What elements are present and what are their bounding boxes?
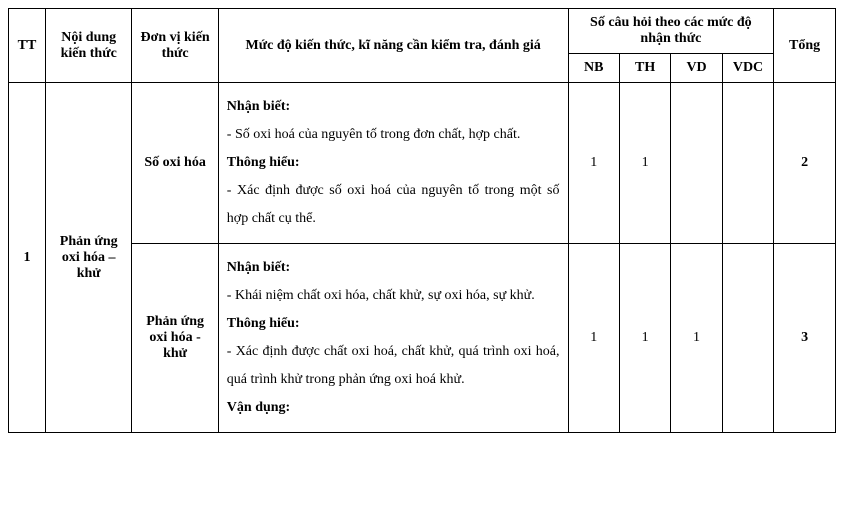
desc-label: Nhận biết: (227, 99, 290, 114)
cell-noidung: Phản ứng oxi hóa – khử (46, 83, 132, 433)
cell-th: 1 (619, 83, 670, 244)
cell-vdc (722, 244, 773, 433)
desc-label: Thông hiểu: (227, 155, 300, 170)
desc-label: Thông hiểu: (227, 316, 300, 331)
cell-donvi: Phản ứng oxi hóa - khử (132, 244, 218, 433)
cell-desc: Nhận biết: - Số oxi hoá của nguyên tố tr… (218, 83, 568, 244)
cell-tt: 1 (9, 83, 46, 433)
col-nb: NB (568, 54, 619, 83)
cell-vd: 1 (671, 244, 722, 433)
cell-nb: 1 (568, 244, 619, 433)
col-tong: Tổng (774, 9, 836, 83)
table-header: TT Nội dung kiến thức Đơn vị kiến thức M… (9, 9, 836, 83)
col-donvi: Đơn vị kiến thức (132, 9, 218, 83)
col-noidung: Nội dung kiến thức (46, 9, 132, 83)
cell-nb: 1 (568, 83, 619, 244)
cell-vdc (722, 83, 773, 244)
cell-tong: 2 (774, 83, 836, 244)
desc-label: Nhận biết: (227, 260, 290, 275)
desc-label: Vận dụng: (227, 400, 290, 415)
cell-desc: Nhận biết: - Khái niệm chất oxi hóa, chấ… (218, 244, 568, 433)
col-vdc: VDC (722, 54, 773, 83)
cell-tong: 3 (774, 244, 836, 433)
col-th: TH (619, 54, 670, 83)
col-mucdo: Mức độ kiến thức, kĩ năng cần kiểm tra, … (218, 9, 568, 83)
col-socau-group: Số câu hỏi theo các mức độ nhận thức (568, 9, 774, 54)
desc-text: - Xác định được số oxi hoá của nguyên tố… (227, 183, 560, 226)
desc-text: - Số oxi hoá của nguyên tố trong đơn chấ… (227, 127, 521, 142)
table-row: Phản ứng oxi hóa - khử Nhận biết: - Khái… (9, 244, 836, 433)
spec-table: TT Nội dung kiến thức Đơn vị kiến thức M… (8, 8, 836, 433)
table-row: 1 Phản ứng oxi hóa – khử Số oxi hóa Nhận… (9, 83, 836, 244)
col-vd: VD (671, 54, 722, 83)
cell-donvi: Số oxi hóa (132, 83, 218, 244)
desc-text: - Xác định được chất oxi hoá, chất khử, … (227, 344, 560, 387)
col-tt: TT (9, 9, 46, 83)
cell-th: 1 (619, 244, 670, 433)
desc-text: - Khái niệm chất oxi hóa, chất khử, sự o… (227, 288, 535, 303)
table-body: 1 Phản ứng oxi hóa – khử Số oxi hóa Nhận… (9, 83, 836, 433)
cell-vd (671, 83, 722, 244)
